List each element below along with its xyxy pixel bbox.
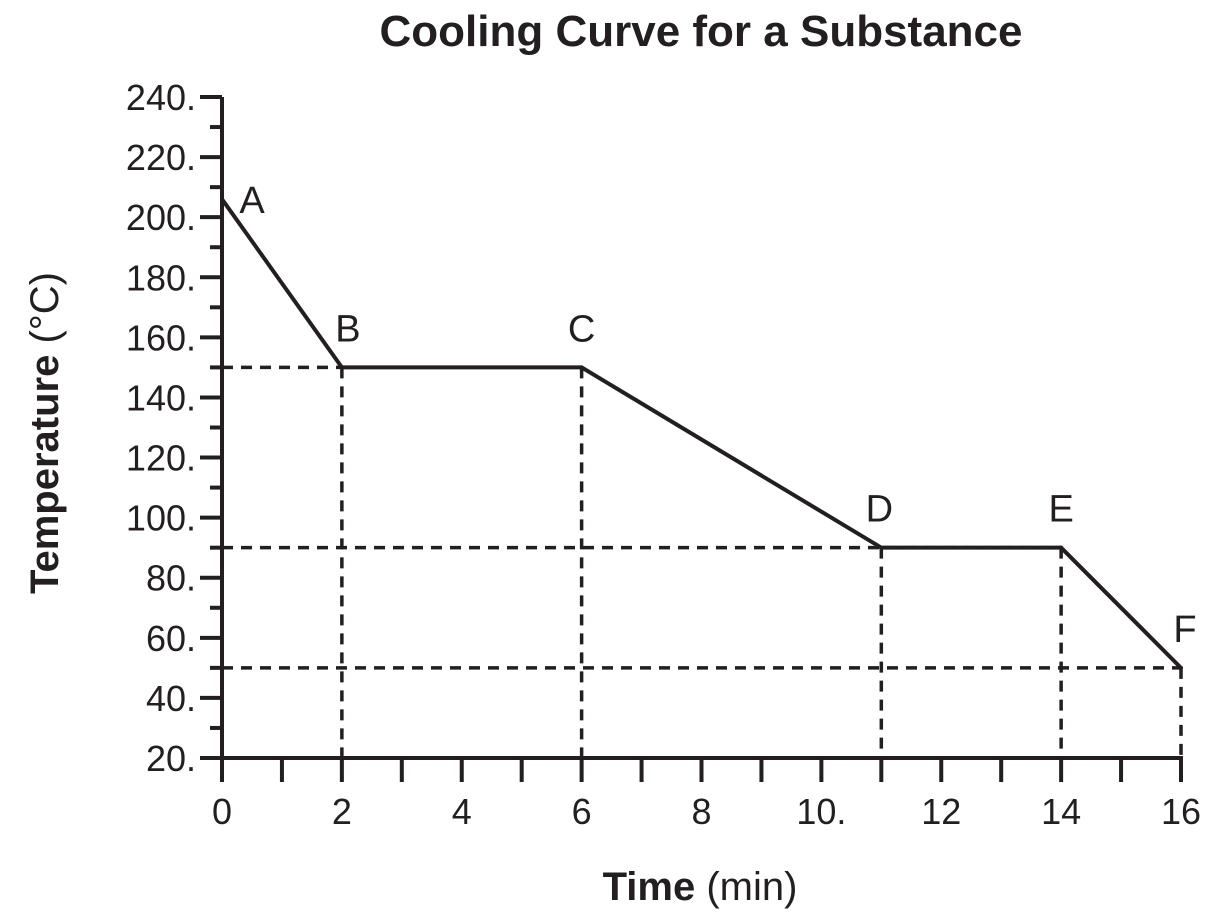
y-tick-label: 200. <box>126 197 196 238</box>
y-tick-label: 220. <box>126 137 196 178</box>
point-label-F: F <box>1173 609 1196 651</box>
data-point-A <box>220 197 224 202</box>
x-tick-label: 2 <box>332 791 352 832</box>
data-point-E <box>1059 545 1064 550</box>
y-tick-label: 180. <box>126 257 196 298</box>
cooling-curve-line <box>220 197 1183 670</box>
y-tick-label: 160. <box>126 317 196 358</box>
point-label-C: C <box>568 308 595 350</box>
y-tick-label: 240. <box>126 77 196 118</box>
data-point-D <box>879 545 884 550</box>
x-tick-label: 14 <box>1041 791 1081 832</box>
axes <box>220 97 1183 760</box>
segment-EF <box>1061 548 1181 668</box>
point-label-A: A <box>239 180 265 222</box>
data-point-F <box>1179 665 1183 670</box>
data-point-C <box>579 365 584 370</box>
y-axis-ticks: 20. 40. 60. 80. 100. 120. 140. 160. 180. 200. 220.… <box>126 77 222 779</box>
x-tick-label: 8 <box>691 791 711 832</box>
x-axis-label-name: Time <box>603 865 696 909</box>
x-axis-ticks: 0 2 4 6 8 10. 12 14 16 <box>212 758 1201 832</box>
y-axis-label-name: Temperature <box>23 355 67 594</box>
data-point-B <box>339 365 344 370</box>
segment-AB <box>222 199 342 367</box>
x-tick-label: 4 <box>452 791 472 832</box>
x-tick-label: 16 <box>1161 791 1201 832</box>
y-tick-label: 140. <box>126 377 196 418</box>
point-label-E: E <box>1048 489 1073 531</box>
segment-CD <box>582 367 882 547</box>
y-tick-label: 100. <box>126 498 196 539</box>
y-axis-label-unit: (°C) <box>23 272 67 355</box>
y-tick-label: 60. <box>146 618 196 659</box>
x-axis-label: Time (min) <box>603 865 798 909</box>
chart-title: Cooling Curve for a Substance <box>380 7 1023 56</box>
y-tick-label: 120. <box>126 438 196 479</box>
y-tick-label: 20. <box>146 738 196 779</box>
point-labels: A B C D E F <box>239 180 1196 651</box>
point-label-D: D <box>866 489 893 531</box>
y-axis-label: Temperature (°C) <box>23 272 67 594</box>
x-tick-label: 0 <box>212 791 232 832</box>
x-tick-label: 6 <box>572 791 592 832</box>
y-tick-label: 40. <box>146 678 196 719</box>
x-tick-label: 10. <box>796 791 846 832</box>
y-tick-label: 80. <box>146 558 196 599</box>
x-tick-label: 12 <box>921 791 961 832</box>
point-label-B: B <box>335 308 360 350</box>
series <box>220 197 1183 670</box>
x-axis-label-unit: (min) <box>695 865 797 909</box>
reference-lines <box>222 365 1183 758</box>
